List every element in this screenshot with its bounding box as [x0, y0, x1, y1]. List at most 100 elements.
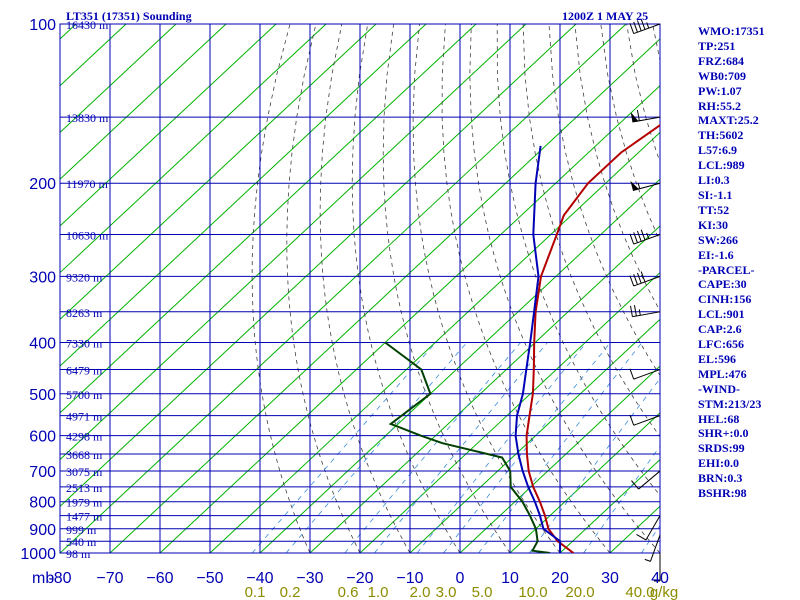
- stat-line: CAP:2.6: [698, 322, 742, 337]
- pressure-unit-label: mb: [32, 570, 54, 587]
- mixing-ratio-line: [528, 377, 660, 553]
- wind-barb: [630, 109, 661, 123]
- pressure-tick-label: 400: [29, 335, 56, 352]
- height-label: 6479 m: [66, 364, 103, 378]
- isotherm-line: [559, 458, 660, 553]
- mixing-ratio-label: 1.0: [368, 584, 389, 600]
- parcel-trace: [514, 145, 562, 553]
- isotherm-line: [109, 38, 660, 553]
- mixing-ratio-label: 3.0: [436, 584, 457, 600]
- dry-adiabat-line: [351, 24, 461, 553]
- wind-barb: [629, 368, 661, 380]
- height-label: 8263 m: [66, 306, 103, 320]
- height-label: 1979 m: [66, 496, 103, 510]
- stat-line: SI:-1.1: [698, 187, 733, 202]
- mixing-ratio-line: [285, 342, 468, 553]
- temperature-tick-label: −70: [96, 570, 123, 587]
- pressure-temperature-grid: [59, 23, 661, 554]
- isotherm-line: [60, 24, 277, 227]
- pressure-tick-label: 100: [29, 17, 56, 34]
- stat-line: L57:6.9: [698, 143, 737, 158]
- stat-line: -WIND-: [698, 381, 740, 396]
- height-label: 98 m: [66, 547, 91, 561]
- wind-barb: [644, 534, 661, 562]
- mixing-ratio-label: 5.0: [472, 584, 493, 600]
- isotherm-line: [60, 24, 327, 274]
- isotherm-line: [159, 85, 660, 553]
- stat-line: PW:1.07: [698, 83, 742, 98]
- mixing-ratio-label: 20.0: [565, 584, 594, 600]
- isotherm-line: [309, 225, 660, 553]
- isotherm-line: [60, 24, 427, 367]
- mixing-ratio-label: 0.2: [280, 584, 301, 600]
- stat-line: SW:266: [698, 232, 739, 247]
- pressure-tick-label: 900: [29, 522, 56, 539]
- pressure-tick-label: 700: [29, 464, 56, 481]
- stat-line: MPL:476: [698, 366, 747, 381]
- temperature-tick-label: −10: [396, 570, 423, 587]
- wind-barb: [629, 414, 661, 426]
- isotherm-line: [209, 131, 660, 553]
- height-label: 7330 m: [66, 336, 103, 350]
- stat-line: EHI:0.0: [698, 456, 740, 471]
- stat-line: BRN:0.3: [698, 471, 743, 486]
- stat-line: HEL:68: [698, 411, 740, 426]
- temperature-tick-label: −60: [146, 570, 173, 587]
- stat-line: EL:596: [698, 351, 737, 366]
- height-label: 2513 m: [66, 481, 103, 495]
- temperature-tick-label: 40: [651, 570, 669, 587]
- mixing-ratio-label: 10.0: [518, 584, 547, 600]
- wind-barb: [636, 515, 661, 541]
- mixing-ratio-label: 0.1: [245, 584, 266, 600]
- wind-barbs: [629, 18, 661, 582]
- isotherm-line: [459, 365, 660, 553]
- wind-barb: [630, 305, 661, 318]
- isotherm-line: [60, 24, 127, 87]
- isotherm-line: [60, 24, 377, 321]
- height-label: 4298 m: [66, 430, 103, 444]
- dry-adiabat-line: [286, 24, 361, 553]
- temperature-tick-label: 30: [601, 570, 619, 587]
- stat-line: LFC:656: [698, 337, 744, 352]
- wind-barb: [629, 271, 661, 287]
- wind-barb: [654, 553, 661, 582]
- chart-time: 1200Z 1 MAY 25: [562, 9, 649, 23]
- stat-line: SRDS:99: [698, 441, 745, 456]
- stat-line: STM:213/23: [698, 396, 762, 411]
- isotherm-line: [60, 24, 177, 134]
- height-label: 9320 m: [66, 270, 103, 284]
- mixing-ratio-label: 40.0: [625, 584, 654, 600]
- isotherm-lines: [60, 24, 660, 553]
- isotherm-line: [60, 24, 577, 507]
- dry-adiabat-line: [251, 24, 311, 553]
- isotherm-line: [409, 318, 660, 553]
- temperature-trace: [525, 123, 660, 553]
- height-label: 3075 m: [66, 465, 103, 479]
- mixing-ratio-label: 2.0: [410, 584, 431, 600]
- isotherm-line: [359, 271, 660, 553]
- pressure-tick-label: 200: [29, 176, 56, 193]
- isotherm-line: [60, 24, 527, 461]
- temperature-tick-label: 0: [456, 570, 465, 587]
- plot-frame: [59, 23, 661, 554]
- stat-line: FRZ:684: [698, 53, 744, 68]
- isotherm-line: [60, 24, 627, 553]
- stat-line: EI:-1.6: [698, 247, 734, 262]
- pressure-tick-label: 800: [29, 495, 56, 512]
- stat-line: KI:30: [698, 217, 728, 232]
- dry-adiabat-line: [469, 24, 660, 553]
- temperature-tick-label: −40: [246, 570, 273, 587]
- wind-barb: [629, 229, 661, 245]
- stat-line: CINH:156: [698, 292, 752, 307]
- temperature-tick-label: −50: [196, 570, 223, 587]
- stat-line: -PARCEL-: [698, 262, 755, 277]
- stat-line: WMO:17351: [698, 24, 765, 38]
- height-label: 10630 m: [66, 229, 109, 243]
- pressure-tick-label: 600: [29, 429, 56, 446]
- height-label: 1477 m: [66, 510, 103, 524]
- mixing-ratio-label: g/kg: [650, 584, 678, 600]
- stat-line: TH:5602: [698, 128, 744, 143]
- stability-indices-panel: WMO:17351 TP:251 FRZ:684 WB0:709 PW:1.07 RH:5…: [698, 24, 798, 501]
